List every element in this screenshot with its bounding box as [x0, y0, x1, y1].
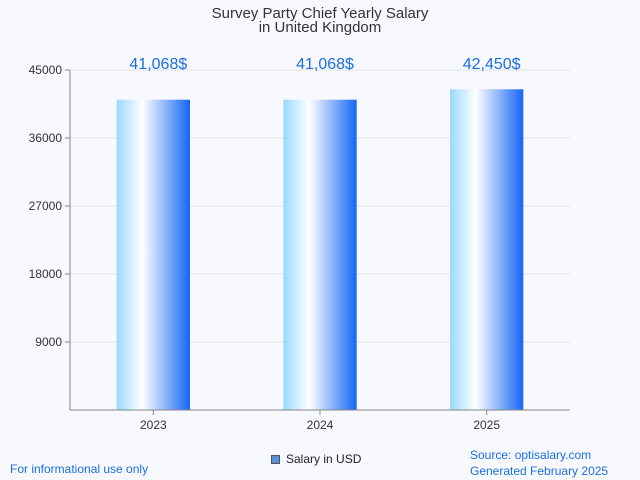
generated-date: Generated February 2025 — [470, 464, 609, 478]
y-tick-label-27000: 27000 — [29, 199, 63, 213]
chart-title-line-2: in United Kingdom — [259, 19, 382, 36]
bars-group: 41,068$ 41,068$ 42,450$ — [116, 56, 524, 411]
data-label-2024: 41,068$ — [296, 56, 354, 73]
bar-2023 — [116, 99, 190, 411]
axes: 9000 18000 27000 36000 45000 2023 2024 2025 — [29, 63, 570, 432]
x-tick-label-2024: 2024 — [307, 418, 334, 432]
source-block: Source: optisalary.com Generated Februar… — [470, 447, 608, 479]
disclaimer-text: For informational use only — [10, 462, 149, 476]
y-tick-label-36000: 36000 — [29, 131, 63, 145]
legend: Salary in USD — [271, 452, 361, 466]
legend-label: Salary in USD — [286, 452, 362, 466]
bar-2024 — [283, 99, 357, 411]
x-tick-label-2023: 2023 — [140, 418, 167, 432]
bar-2025 — [450, 89, 524, 411]
data-label-2025: 42,450$ — [463, 56, 521, 73]
legend-swatch — [271, 454, 280, 464]
y-tick-label-45000: 45000 — [29, 63, 63, 77]
y-tick-label-9000: 9000 — [35, 335, 62, 349]
data-label-2023: 41,068$ — [129, 56, 187, 73]
x-tick-label-2025: 2025 — [473, 418, 500, 432]
y-tick-label-18000: 18000 — [29, 267, 63, 281]
chart-title-line-1: Survey Party Chief Yearly Salary — [212, 5, 429, 22]
source-link[interactable]: Source: optisalary.com — [470, 448, 592, 462]
